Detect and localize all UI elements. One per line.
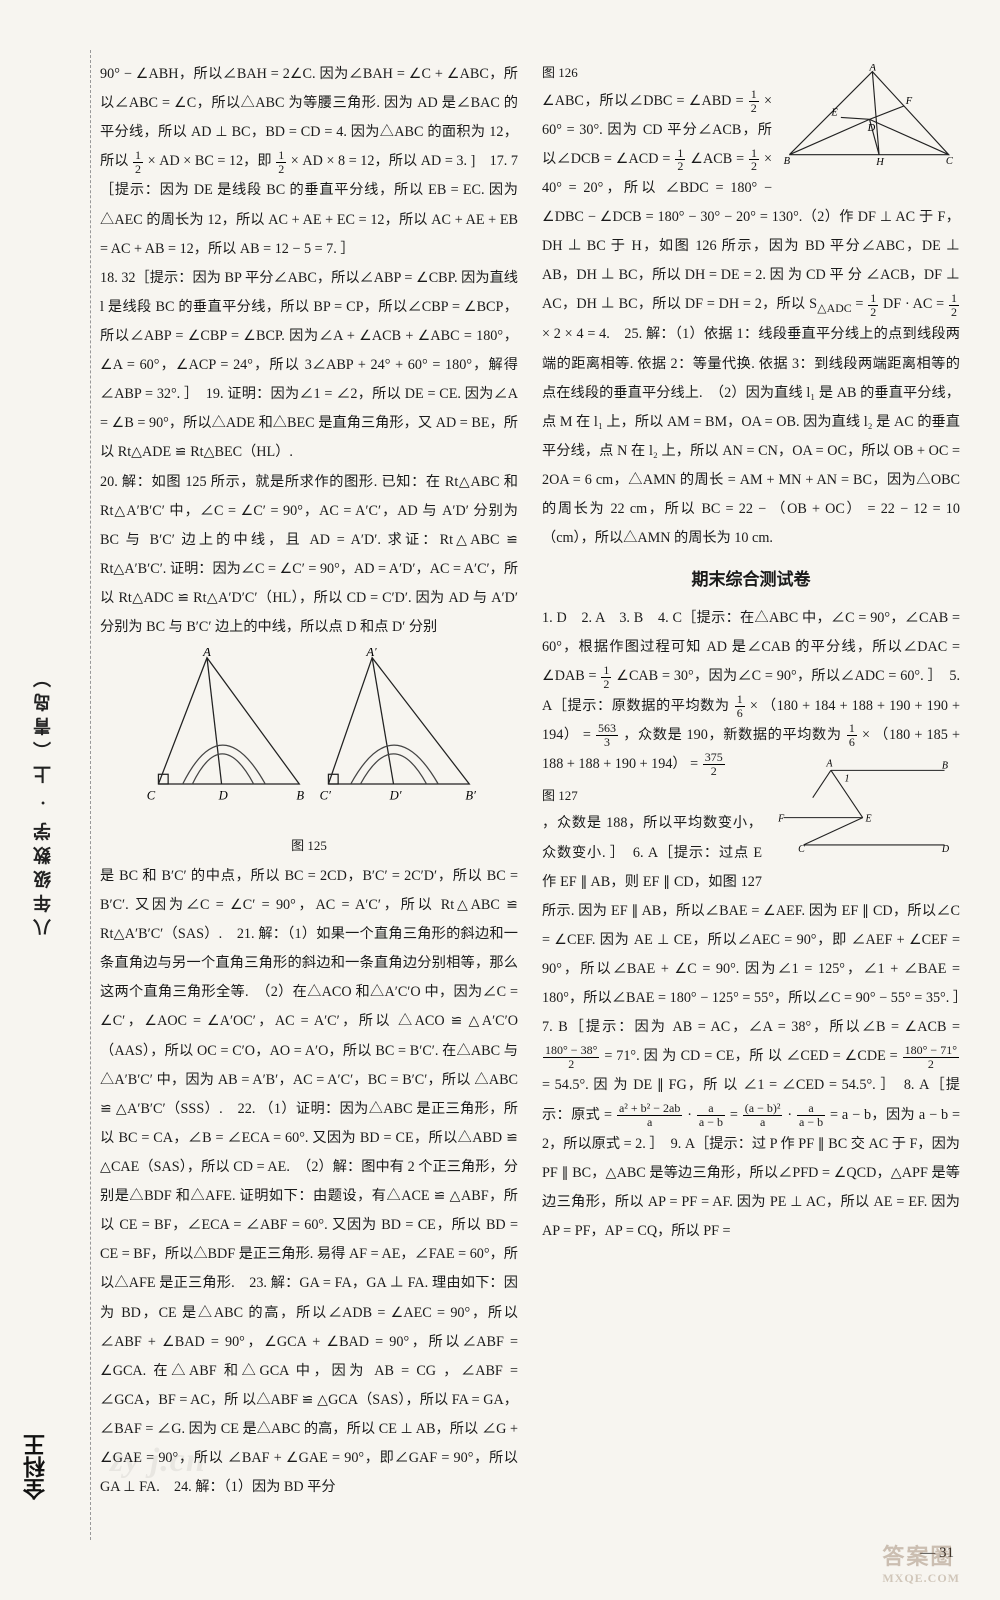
frac-half: 12: [868, 292, 878, 318]
svg-text:B: B: [942, 760, 948, 771]
frac-half: 12: [133, 149, 143, 175]
svg-text:D′: D′: [389, 789, 402, 803]
svg-text:B′: B′: [465, 789, 476, 803]
frac-375-2: 3752: [703, 751, 725, 777]
frac-half: 12: [749, 88, 759, 114]
section-heading: 期末综合测试卷: [542, 563, 960, 598]
svg-text:C: C: [798, 844, 805, 854]
watermark: 答案圈 MXQE.COM: [882, 1539, 960, 1586]
frac-expr2: aa − b: [697, 1102, 725, 1128]
text: × AD × BC = 12，即: [148, 153, 276, 169]
svg-text:C: C: [147, 789, 156, 803]
svg-text:F: F: [777, 813, 785, 824]
text: =: [855, 296, 867, 312]
figure-127: A 1 B F E C D: [770, 754, 960, 865]
frac-expr1: a² + b² − 2aba: [617, 1102, 682, 1128]
frac-expr3: (a − b)²a: [743, 1102, 783, 1128]
frac-sixth: 16: [735, 693, 745, 719]
svg-text:1: 1: [845, 773, 850, 784]
text: 18. 32［提示：因为 BP 平分∠ABC，所以∠ABP = ∠CBP. 因为…: [100, 270, 518, 461]
text: × 2 × 4 = 4. 25. 解：（1）依据 1：线段垂直平分线上的点到线段…: [542, 326, 960, 546]
text: DF · AC =: [883, 296, 948, 312]
frac-half: 12: [675, 147, 685, 173]
body-columns: 90° − ∠ABH，所以∠BAH = 2∠C. 因为∠BAH = ∠C + ∠…: [100, 60, 960, 1520]
watermark-sub: MXQE.COM: [882, 1571, 960, 1586]
svg-text:A′: A′: [365, 648, 377, 659]
frac-180-38: 180° − 38°2: [543, 1044, 599, 1070]
text: ∠ABC，所以∠DBC = ∠ABD =: [542, 93, 748, 109]
text: ∠ACB =: [690, 151, 748, 167]
brand-logo: 全科王: [20, 1434, 52, 1500]
svg-text:B: B: [296, 789, 304, 803]
svg-text:D: D: [867, 123, 876, 134]
frac-half: 12: [276, 149, 286, 175]
figure-126: A B C H E D F: [780, 64, 960, 180]
cut-line: [90, 50, 91, 1540]
text: 20. 解：如图 125 所示，就是所求作的图形. 已知：在 Rt△ABC 和 …: [100, 474, 518, 636]
svg-text:C: C: [946, 156, 954, 167]
frac-180-71: 180° − 71°2: [903, 1044, 959, 1070]
text: 是 BC 和 B′C′ 的中点，所以 BC = 2CD，B′C′ = 2C′D′…: [100, 868, 518, 1495]
svg-text:A: A: [825, 758, 833, 769]
frac-563-3: 5633: [596, 722, 618, 748]
text: = 71°. 因 为 CD = CE，所 以 ∠CED = ∠CDE =: [604, 1048, 901, 1064]
text: =: [730, 1107, 742, 1123]
watermark-main: 答案圈: [882, 1544, 954, 1569]
frac-sixth: 16: [847, 722, 857, 748]
svg-text:A: A: [202, 648, 211, 659]
frac-expr4: aa − b: [797, 1102, 825, 1128]
svg-text:E: E: [864, 813, 871, 824]
svg-text:B: B: [784, 156, 791, 167]
text: ·: [787, 1107, 796, 1123]
svg-text:D: D: [941, 844, 950, 854]
svg-text:C′: C′: [320, 789, 331, 803]
fig125-caption: 图 125: [100, 833, 518, 860]
svg-text:D: D: [218, 789, 228, 803]
svg-text:E: E: [830, 108, 838, 119]
text: ·: [687, 1107, 696, 1123]
frac-half: 12: [949, 292, 959, 318]
frac-half: 12: [749, 147, 759, 173]
brand-text: 全科王: [23, 1434, 48, 1500]
text: ，众数是 190，新数据的平均数为: [623, 727, 846, 743]
svg-text:H: H: [875, 157, 885, 168]
svg-text:A: A: [869, 64, 877, 74]
svg-text:F: F: [905, 96, 913, 107]
watermark-left: zy j.cn: [110, 1442, 206, 1480]
sidebar-title: 八年级数学 · 上（青岛）: [30, 663, 56, 936]
frac-half: 12: [601, 664, 611, 690]
figure-125: A D B A′ C′ D′ B′ C 图 125: [100, 648, 518, 860]
